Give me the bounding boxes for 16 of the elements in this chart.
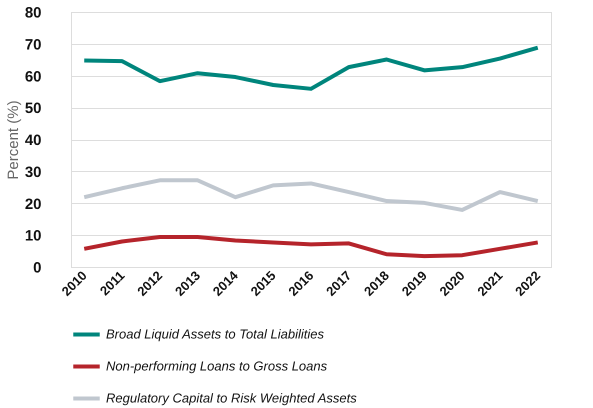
line-series	[82, 46, 540, 91]
line-series	[82, 178, 540, 212]
line-series	[82, 235, 540, 258]
y-tick-label: 60	[24, 68, 42, 86]
y-tick-label: 10	[24, 228, 42, 245]
legend-label: Broad Liquid Assets to Total Liabilities	[106, 326, 324, 342]
y-tick-label: 30	[24, 164, 42, 181]
legend-label: Non-performing Loans to Gross Loans	[106, 358, 328, 374]
y-tick-label: 20	[24, 196, 42, 213]
y-tick-label: 0	[33, 260, 42, 276]
legend-label: Regulatory Capital to Risk Weighted Assets	[106, 390, 358, 406]
y-tick-label: 70	[24, 36, 42, 54]
y-tick-label: 40	[24, 132, 42, 149]
y-tick-label: 80	[24, 4, 42, 22]
y-tick-label: 50	[24, 100, 42, 118]
y-axis-title: Percent (%)	[4, 100, 22, 180]
